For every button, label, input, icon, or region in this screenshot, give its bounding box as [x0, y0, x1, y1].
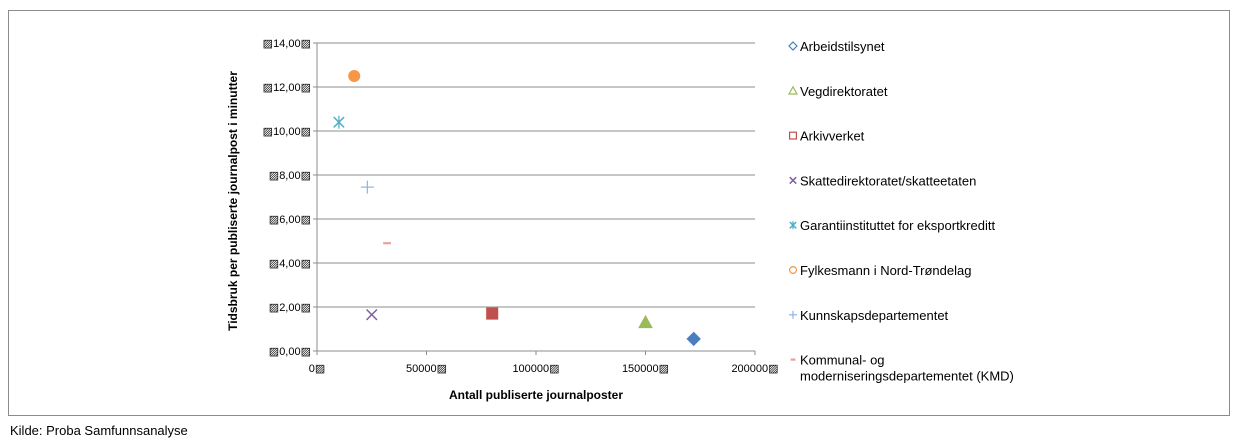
y-tick-label: ▨2,00▨ [269, 302, 311, 314]
legend-label: Vegdirektoratet [800, 84, 888, 99]
legend-label: Kunnskapsdepartementet [800, 308, 949, 323]
y-tick-label: ▨12,00▨ [263, 82, 311, 94]
legend-marker [788, 41, 798, 51]
y-tick-label: ▨6,00▨ [269, 214, 311, 226]
chart-frame [8, 10, 1230, 416]
y-tick-label: ▨8,00▨ [269, 170, 311, 182]
legend-label: Arkivverket [800, 129, 865, 144]
legend-marker [788, 131, 797, 140]
y-axis-title: Tidsbruk per publiserte journalpost i mi… [226, 71, 240, 331]
legend-marker [787, 85, 799, 95]
data-point [366, 308, 378, 321]
source-note: Kilde: Proba Samfunnsanalyse [10, 423, 188, 438]
x-tick-label: 150000▨ [622, 363, 669, 375]
x-tick-label: 0▨ [309, 363, 326, 375]
data-point [333, 115, 345, 129]
legend-label: Kommunal- og [800, 353, 885, 368]
legend-label: Fylkesmann i Nord-Trøndelag [800, 263, 971, 278]
x-tick-label: 50000▨ [406, 363, 447, 375]
legend-label: Arbeidstilsynet [800, 39, 885, 54]
x-tick-label: 100000▨ [512, 363, 559, 375]
y-tick-label: ▨0,00▨ [269, 346, 311, 358]
data-point [686, 331, 701, 347]
data-point [486, 307, 499, 320]
legend-marker [789, 310, 797, 319]
legend-marker [789, 221, 797, 230]
data-point [360, 180, 374, 194]
y-tick-label: ▨10,00▨ [263, 126, 311, 138]
legend-label: Garantiinstituttet for eksportkreditt [800, 218, 995, 233]
legend-label: Skattedirektoratet/skatteetaten [800, 173, 976, 188]
data-point [348, 69, 361, 83]
legend-marker [788, 266, 797, 275]
y-tick-label: ▨14,00▨ [263, 38, 311, 50]
data-point [638, 314, 653, 329]
legend-marker [789, 176, 797, 185]
y-tick-label: ▨4,00▨ [269, 258, 311, 270]
x-tick-label: 200000▨ [731, 363, 778, 375]
x-axis-title: Antall publiserte journalposter [449, 388, 623, 402]
legend-label-continued: moderniseringsdepartementet (KMD) [800, 369, 1014, 384]
